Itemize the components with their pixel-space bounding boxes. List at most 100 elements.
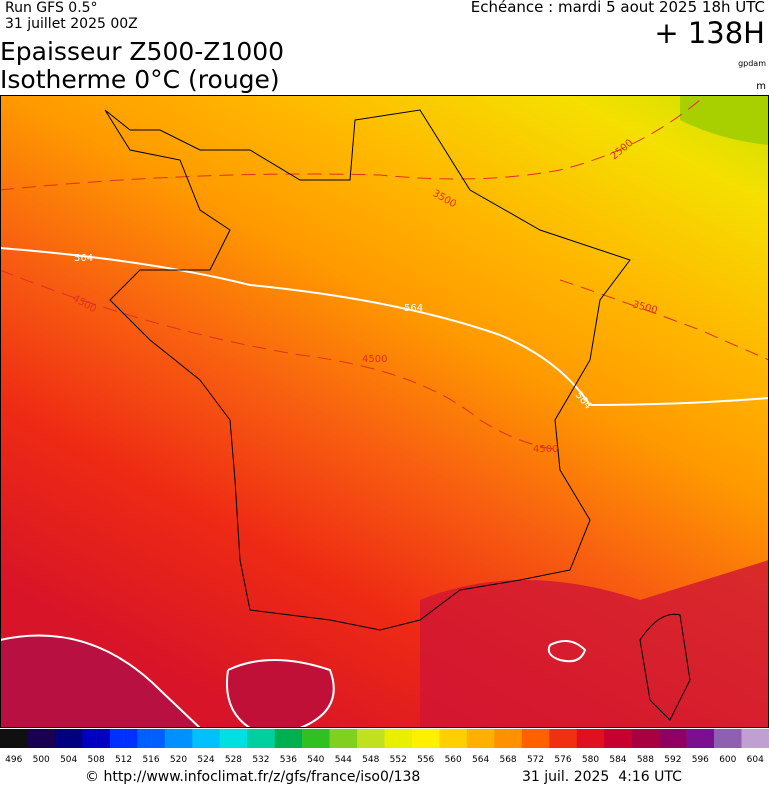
color-swatch [219,729,234,748]
color-swatch [151,729,166,748]
color-swatch [260,729,275,748]
colorbar-label: 552 [390,755,407,765]
isoline-564 [0,634,587,729]
color-swatch [466,729,481,748]
colorbar-label: 540 [307,755,324,765]
color-swatch [164,729,179,748]
lead-time: + 138H [654,16,765,50]
color-swatch [590,729,605,748]
color-swatch [178,729,193,748]
color-swatch [508,729,523,748]
source-url: © http://www.infoclimat.fr/z/gfs/france/… [85,769,420,785]
color-swatch [123,729,138,748]
run-date: 31 juillet 2025 00Z [5,16,138,32]
colorbar-label: 588 [637,755,654,765]
colorbar-label: 496 [5,755,22,765]
color-swatch [398,729,413,748]
color-swatch [370,729,385,748]
colorbar-label: 584 [609,755,626,765]
colorbar-label: 532 [252,755,269,765]
color-swatch [631,729,646,748]
field-patch [420,560,769,728]
color-swatch [274,729,289,748]
color-swatch [247,729,262,748]
colorbar-label: 600 [719,755,736,765]
color-swatch [192,729,207,748]
color-swatch [302,729,317,748]
contour-label: 564 [404,303,423,314]
colorbar-label: 556 [417,755,434,765]
color-swatch [700,729,715,748]
coastline [104,109,631,631]
color-swatch [617,729,632,748]
subtitle: Isotherme 0°C (rouge) [0,65,280,94]
color-swatch [54,729,69,748]
colorbar-label: 536 [280,755,297,765]
isoline-564 [0,247,769,407]
color-swatch [645,729,660,748]
color-swatch [315,729,330,748]
color-swatch [755,729,769,748]
colorbar-label: 568 [499,755,516,765]
footer: © http://www.infoclimat.fr/z/gfs/france/… [85,769,682,785]
colorbar-label: 576 [554,755,571,765]
contour-label: 4500 [533,444,558,455]
color-swatch [0,729,15,748]
color-swatch [727,729,742,748]
corsica [639,613,691,721]
color-swatch [68,729,83,748]
echeance: Echéance : mardi 5 aout 2025 18h UTC [471,0,765,16]
color-swatch [329,729,344,748]
colorbar-label: 520 [170,755,187,765]
color-swatch [659,729,674,748]
color-swatch [741,729,756,748]
colorbar-label: 524 [197,755,214,765]
color-swatch [549,729,564,748]
color-swatch [137,729,152,748]
color-swatch [714,729,729,748]
field-patch [226,660,334,728]
colorbar-label: 528 [225,755,242,765]
colorbar-label: 512 [115,755,132,765]
unit: gpdam [738,59,766,68]
header: Run GFS 0.5° 31 juillet 2025 00Z Epaisse… [0,0,766,94]
color-swatch [13,729,28,748]
colorbar-label: 560 [445,755,462,765]
color-swatch [109,729,124,748]
color-swatch [384,729,399,748]
map: 564 564 564 4500 4500 3500 3500 2500 450… [0,95,769,729]
colorbar-label: 508 [88,755,105,765]
contour-label: 4500 [362,354,387,365]
color-swatch [233,729,248,748]
color-swatch [604,729,619,748]
color-swatch [357,729,372,748]
contour-label: 564 [74,253,93,264]
colorbar: 496 500 504 508 512 516 520 524 528 532 536 540 544 5… [0,729,769,765]
colorbar-label: 564 [472,755,489,765]
colorbar-label: 592 [664,755,681,765]
color-swatch [41,729,56,748]
colorbar-label: 604 [747,755,764,765]
run-label: Run GFS 0.5° [5,0,98,16]
color-swatch [439,729,454,748]
field-patch [0,635,200,728]
color-swatch [576,729,591,748]
color-swatch [343,729,358,748]
color-swatch [288,729,303,748]
colorbar-label: 548 [362,755,379,765]
colorbar-label: 580 [582,755,599,765]
color-swatch [521,729,536,748]
color-swatch [453,729,468,748]
color-swatch [411,729,426,748]
colorbar-label: 500 [33,755,50,765]
color-swatch [82,729,97,748]
colorbar-label: 544 [335,755,352,765]
color-swatch [205,729,221,748]
color-swatch [672,729,687,748]
color-swatch [686,729,701,748]
color-swatch [480,729,495,748]
title: Epaisseur Z500-Z1000 [0,37,284,66]
colorbar-label: 596 [692,755,709,765]
color-swatch [563,729,578,748]
